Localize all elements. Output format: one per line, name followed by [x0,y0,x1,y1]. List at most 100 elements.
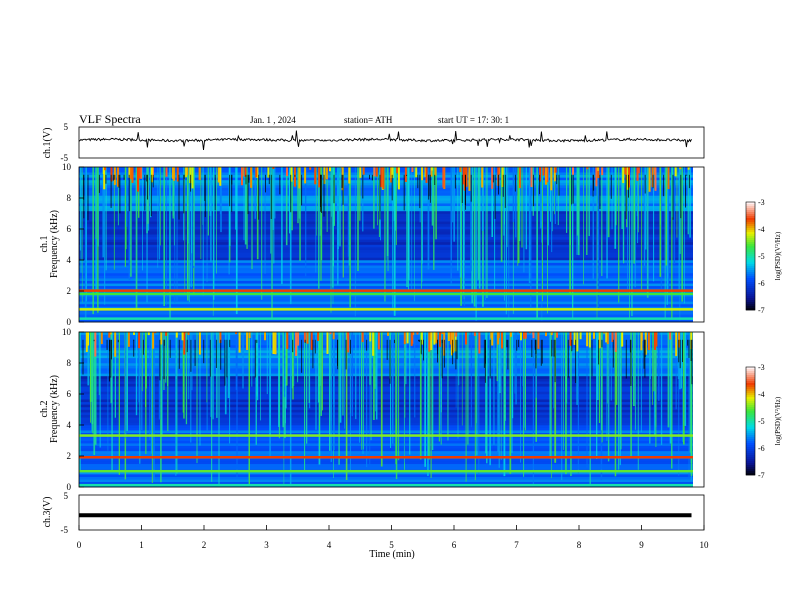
spectrogram-streak [297,332,299,383]
x-tick-label: 2 [202,540,207,550]
colorbar-segment [746,294,755,297]
spectrogram-streak [427,167,430,270]
colorbar-segment [746,439,755,442]
ch3-ytick-bottom: -5 [61,525,69,535]
spectrogram-gap [461,174,463,203]
spectrogram-streak [278,332,281,439]
spectrogram-gap [112,174,114,181]
spectrogram-gap [105,174,107,184]
spectrogram-streak [220,167,222,233]
spectrogram-gap [147,174,148,200]
spectrogram-band [79,483,693,487]
station-label: station= ATH [344,115,393,125]
colorbar-segment [746,449,755,452]
spectrogram-streak [146,332,147,389]
colorbar-segment [746,228,755,231]
spectrogram-streak [227,332,230,398]
spectrogram-streak [380,332,383,467]
spectrogram-streak [633,332,635,407]
spectrogram-top-mark [147,332,150,336]
spectrogram-streak [283,332,286,397]
spectrogram-streak [553,332,555,409]
colorbar-segment [746,377,755,380]
spectrogram-top-mark [362,167,365,175]
spectrogram-streak [508,167,510,320]
spectrogram-top-mark [361,332,364,343]
spectrogram-top-mark [586,332,589,347]
spectrogram-streak [95,167,97,239]
spectrogram-gap [610,174,612,199]
spectrogram-streak [608,332,610,441]
spectrogram-top-mark [329,332,332,335]
spectrogram-streak [260,332,261,421]
spectrogram-gap [312,339,314,369]
spectrogram-top-mark [537,332,540,349]
spectrogram-gap [652,174,654,189]
spectrogram-row [79,216,693,219]
colorbar-segment [746,280,755,283]
colorbar-segment [746,254,755,257]
spectrogram-gap [209,339,211,377]
spectrogram-top-mark [550,332,553,336]
y-tick-label: 6 [67,389,72,399]
spectrogram-row [79,234,693,238]
spectrogram-streak [621,167,623,229]
spectrogram-streak [209,167,212,216]
spectrogram-streak [626,167,628,228]
spectrogram-top-mark [542,167,545,176]
spectrogram-row [79,352,693,356]
colorbar-segment [746,204,755,207]
spectrogram-gap [541,339,543,364]
spectrogram-gap [680,174,682,219]
spectrogram-row [79,360,693,364]
spectrogram-top-mark [130,167,133,180]
spectrogram-row [79,450,693,454]
spectrogram-top-mark [100,332,103,345]
spectrogram-streak [322,332,323,411]
spectrogram-streak [606,167,608,279]
spectrogram-top-mark [290,167,293,182]
colorbar-segment [746,266,755,269]
spectrogram-streak [395,167,397,231]
spectrogram-top-mark [127,332,130,347]
spectrogram-gap [678,339,680,363]
spectrogram-gap [341,174,343,188]
spectrogram-top-mark [430,332,433,350]
spectrogram-gap [418,339,420,342]
spectrogram-streak [419,332,422,460]
ch1-colorbar: -3 -4 -5 -6 -7 log(PSD)(V²/Hz) [745,198,782,315]
spectrogram-top-mark [532,332,535,335]
spectrogram-top-mark [293,167,296,187]
spectrogram-top-mark [241,167,243,186]
spectrogram-streak [596,332,599,400]
spectrogram-top-mark [404,167,407,182]
colorbar-segment [746,220,755,223]
spectrogram-streak [666,167,668,305]
spectrogram-streak [79,332,81,471]
spectrogram-row [79,394,693,397]
spectrogram-gap [434,174,436,185]
spectrogram-streak [565,332,567,392]
spectrogram-gap [575,339,577,384]
spectrogram-row [79,414,693,418]
spectrogram-gap [533,174,534,207]
spectrogram-top-mark [391,167,394,179]
spectrogram-top-mark [674,167,677,177]
spectrogram-row [79,210,693,214]
spectrogram-streak [125,167,128,227]
spectrogram-top-mark [310,332,313,350]
spectrogram-streak [474,332,476,481]
spectrogram-streak [349,332,351,474]
spectrogram-gap [455,339,457,370]
spectrogram-streak [671,167,673,320]
spectrogram-streak [521,167,523,248]
spectrogram-streak [489,332,491,466]
spectrogram-gap [494,174,496,219]
spectrogram-top-mark [439,332,441,347]
spectrogram-streak [256,167,259,260]
spectrogram-streak [176,332,178,474]
spectrogram-streak [511,332,513,453]
ch2-colorbar: -3 -4 -5 -6 -7 log(PSD)(V²/Hz) [745,363,782,480]
spectrogram-streak [206,332,208,403]
spectrogram-streak [536,167,538,318]
